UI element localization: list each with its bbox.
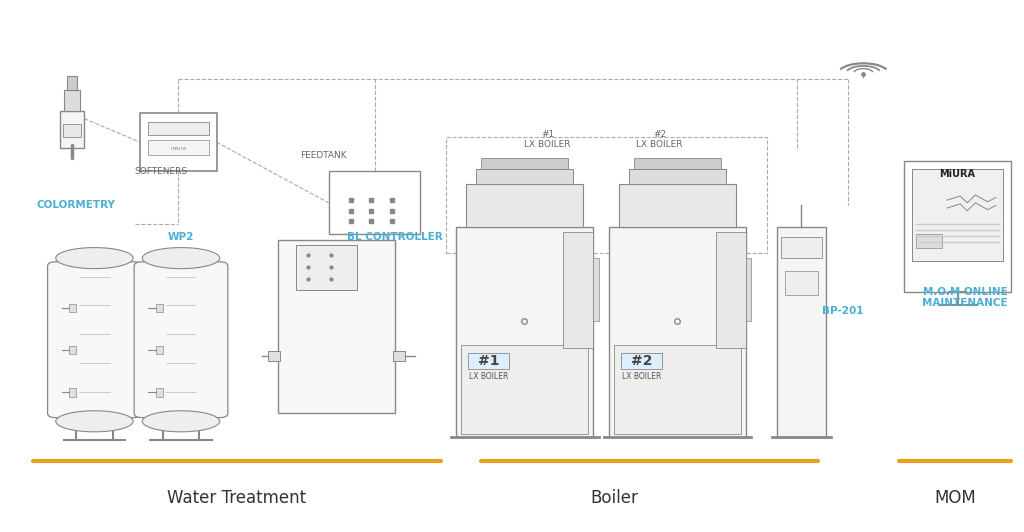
FancyBboxPatch shape: [148, 140, 209, 155]
FancyBboxPatch shape: [613, 345, 741, 435]
FancyBboxPatch shape: [148, 122, 209, 136]
FancyBboxPatch shape: [912, 169, 1002, 261]
FancyBboxPatch shape: [466, 185, 584, 227]
FancyBboxPatch shape: [785, 271, 817, 295]
Text: SOFTENERS: SOFTENERS: [134, 167, 187, 176]
Text: #1
LX BOILER: #1 LX BOILER: [524, 130, 571, 149]
FancyBboxPatch shape: [69, 346, 76, 354]
FancyBboxPatch shape: [594, 258, 599, 321]
Text: FEEDTANK: FEEDTANK: [300, 151, 347, 160]
FancyBboxPatch shape: [621, 353, 662, 369]
Text: WP2: WP2: [168, 232, 195, 242]
Ellipse shape: [142, 411, 220, 432]
Text: BP-201: BP-201: [822, 306, 864, 316]
Text: MiURA: MiURA: [940, 169, 976, 179]
FancyBboxPatch shape: [468, 353, 509, 369]
FancyBboxPatch shape: [140, 113, 217, 171]
FancyBboxPatch shape: [69, 388, 76, 396]
FancyBboxPatch shape: [47, 262, 141, 418]
Text: #1: #1: [478, 354, 500, 368]
FancyBboxPatch shape: [329, 171, 420, 235]
FancyBboxPatch shape: [69, 304, 76, 312]
FancyBboxPatch shape: [296, 245, 357, 290]
FancyBboxPatch shape: [904, 161, 1011, 292]
FancyBboxPatch shape: [916, 235, 942, 247]
FancyBboxPatch shape: [393, 351, 406, 361]
Ellipse shape: [55, 247, 133, 269]
FancyBboxPatch shape: [461, 345, 589, 435]
Ellipse shape: [142, 247, 220, 269]
Text: BL CONTROLLER: BL CONTROLLER: [347, 232, 442, 242]
Text: #2
LX BOILER: #2 LX BOILER: [637, 130, 683, 149]
FancyBboxPatch shape: [716, 232, 746, 347]
FancyBboxPatch shape: [634, 158, 721, 169]
FancyBboxPatch shape: [59, 111, 84, 147]
FancyBboxPatch shape: [481, 158, 568, 169]
Ellipse shape: [55, 411, 133, 432]
Text: M.O.M ONLINE
MAINTENANCE: M.O.M ONLINE MAINTENANCE: [923, 287, 1008, 309]
FancyBboxPatch shape: [267, 351, 280, 361]
Text: Water Treatment: Water Treatment: [168, 488, 306, 506]
FancyBboxPatch shape: [777, 227, 825, 437]
Text: LX BOILER: LX BOILER: [469, 372, 508, 381]
FancyBboxPatch shape: [629, 169, 726, 185]
Text: COLORMETRY: COLORMETRY: [37, 201, 116, 211]
Text: miura: miura: [170, 146, 186, 151]
FancyBboxPatch shape: [476, 169, 573, 185]
FancyBboxPatch shape: [563, 232, 594, 347]
FancyBboxPatch shape: [67, 77, 77, 89]
FancyBboxPatch shape: [62, 124, 81, 137]
FancyBboxPatch shape: [618, 185, 736, 227]
Text: Boiler: Boiler: [590, 488, 638, 506]
Text: #2: #2: [631, 354, 652, 368]
Text: LX BOILER: LX BOILER: [622, 372, 662, 381]
FancyBboxPatch shape: [746, 258, 752, 321]
FancyBboxPatch shape: [456, 227, 594, 437]
FancyBboxPatch shape: [608, 227, 746, 437]
Text: MOM: MOM: [934, 488, 976, 506]
FancyBboxPatch shape: [156, 388, 163, 396]
FancyBboxPatch shape: [278, 240, 395, 413]
FancyBboxPatch shape: [134, 262, 228, 418]
FancyBboxPatch shape: [63, 89, 80, 111]
FancyBboxPatch shape: [156, 346, 163, 354]
FancyBboxPatch shape: [156, 304, 163, 312]
FancyBboxPatch shape: [781, 237, 821, 258]
